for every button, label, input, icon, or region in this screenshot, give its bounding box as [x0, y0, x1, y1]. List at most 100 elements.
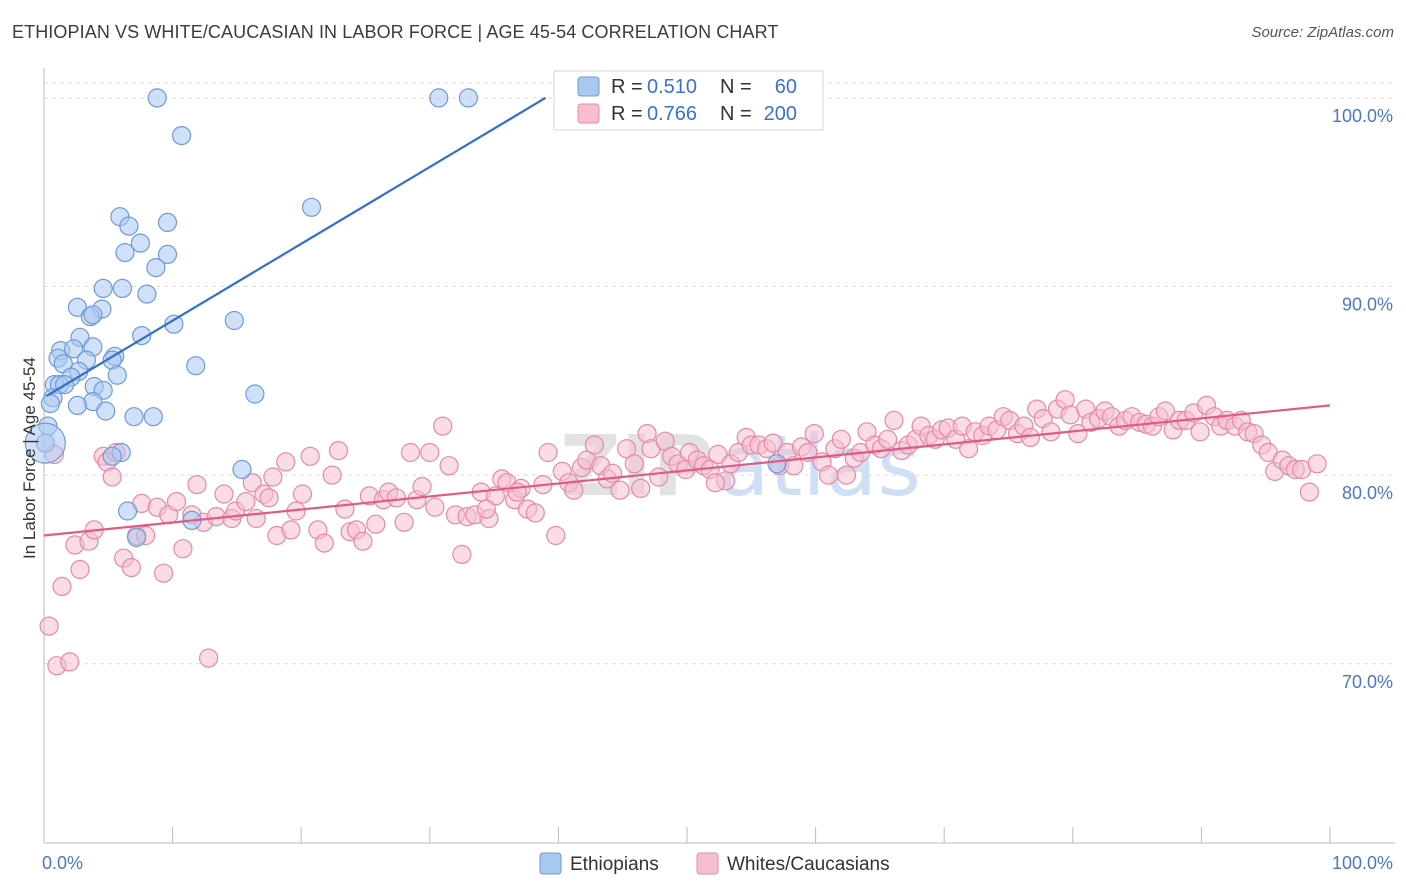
whites-point-60	[425, 497, 445, 517]
ethiopians-point-11	[146, 258, 166, 278]
ethiopians-point-9	[115, 243, 135, 263]
whites-point-156	[1068, 424, 1088, 444]
x-tick-labels: 0.0% 100.0%	[42, 853, 1393, 873]
ethiopians-point-7	[119, 216, 139, 236]
whites-point-89	[616, 439, 637, 459]
whites-point-51	[366, 514, 386, 534]
whites-point-90	[624, 454, 644, 474]
whites-point-0	[39, 616, 59, 636]
ethiopians-point-12	[93, 278, 113, 298]
whites-point-122	[836, 465, 857, 485]
ethiopians-point-46	[124, 407, 144, 427]
ethiopians-point-21	[132, 326, 152, 346]
whites-point-121	[831, 429, 851, 449]
whites-point-2	[60, 652, 80, 672]
bottom-legend: Ethiopians Whites/Caucasians	[539, 852, 890, 875]
ethiopians-point-1	[172, 126, 192, 146]
whites-point-84	[584, 435, 605, 455]
chart-source: Source: ZipAtlas.com	[1251, 24, 1394, 41]
y-tick-labels: 70.0% 80.0% 90.0% 100.0%	[1332, 106, 1393, 692]
legend-ethiopians-r-label: R =	[611, 76, 643, 98]
whites-point-34	[259, 488, 279, 508]
whites-point-3	[52, 576, 72, 597]
whites-point-91	[631, 478, 651, 498]
legend-whites-n-value: 200	[764, 103, 797, 125]
legend: R = 0.510 N = 60 R = 0.766 N = 200	[553, 70, 824, 131]
bottom-legend-ethiopians-label: Ethiopians	[570, 854, 659, 875]
whites-point-77	[538, 442, 558, 463]
whites-point-41	[300, 446, 320, 466]
bottom-legend-whites-label: Whites/Caucasians	[727, 854, 890, 875]
whites-point-194	[507, 482, 527, 502]
ethiopians-point-25	[63, 339, 84, 359]
whites-point-56	[400, 442, 421, 463]
x-tick-label-1: 100.0%	[1332, 853, 1393, 873]
legend-ethiopians-n-label: N =	[720, 76, 752, 98]
whites-point-38	[281, 520, 301, 540]
whites-point-43	[314, 533, 334, 553]
y-tick-label-1: 80.0%	[1342, 483, 1393, 503]
whites-point-32	[246, 508, 266, 529]
whites-point-35	[263, 467, 283, 487]
whites-point-117	[804, 424, 824, 444]
legend-whites-r-label: R =	[611, 103, 643, 125]
whites-point-128	[877, 429, 898, 449]
ethiopians-point-13	[112, 278, 133, 298]
ethiopians-point-45	[96, 401, 116, 421]
ethiopians-point-43	[40, 393, 61, 414]
ethiopians-point-0	[147, 88, 167, 108]
ethiopians-point-large	[24, 422, 66, 464]
whites-point-37	[276, 452, 296, 472]
whites-point-94	[649, 467, 669, 487]
whites-point-75	[525, 503, 545, 523]
ethiopians-point-55	[127, 527, 147, 548]
whites-point-21	[173, 539, 193, 559]
y-tick-label-3: 100.0%	[1332, 106, 1393, 126]
whites-point-174	[1190, 422, 1210, 442]
ethiopians-point-19	[224, 310, 244, 331]
whites-point-54	[386, 488, 406, 508]
ethiopians-point-32	[186, 356, 206, 376]
whites-point-190	[1299, 482, 1320, 502]
whites-point-18	[154, 563, 174, 583]
whites-point-64	[452, 544, 472, 565]
ethiopians-point-10	[157, 244, 178, 264]
ethiopians-point-34	[107, 365, 127, 385]
whites-point-103	[708, 444, 728, 464]
y-tick-label-0: 70.0%	[1342, 672, 1393, 692]
ethiopians-point-40	[245, 384, 265, 404]
bottom-legend-ethiopians-swatch	[539, 852, 562, 875]
ethiopians-point-8	[130, 233, 150, 253]
whites-point-152	[1041, 422, 1061, 442]
ethiopians-point-2	[429, 88, 449, 108]
whites-point-140	[958, 439, 979, 459]
whites-point-111	[763, 433, 783, 453]
ethiopians-point-4	[301, 197, 322, 217]
whites-point-30	[236, 492, 256, 512]
whites-point-81	[564, 480, 584, 500]
y-axis-title: In Labor Force | Age 45-54	[20, 357, 39, 559]
ethiopians-point-6	[157, 212, 178, 232]
whites-point-62	[439, 456, 459, 476]
chart-title: ETHIOPIAN VS WHITE/CAUCASIAN IN LABOR FO…	[12, 22, 779, 42]
ethiopians-point-47	[143, 407, 163, 427]
ethiopians-point-56	[767, 454, 787, 474]
legend-ethiopians-r-value: 0.510	[647, 76, 697, 98]
whites-point-20	[166, 492, 187, 512]
legend-whites-r-value: 0.766	[647, 103, 697, 125]
ethiopians-point-3	[458, 88, 478, 108]
whites-point-59	[420, 442, 440, 463]
whites-point-69	[485, 486, 505, 506]
whites-point-195	[705, 473, 725, 493]
whites-point-27	[214, 484, 234, 504]
whites-point-40	[292, 484, 313, 504]
whites-point-88	[610, 480, 630, 500]
whites-point-13	[121, 557, 141, 578]
trend-lines	[43, 96, 1331, 537]
grid-lines	[44, 82, 1395, 665]
whites-point-4	[70, 559, 90, 580]
whites-point-31	[242, 473, 262, 493]
whites-trend-line	[43, 404, 1331, 537]
whites-point-119	[818, 465, 839, 485]
